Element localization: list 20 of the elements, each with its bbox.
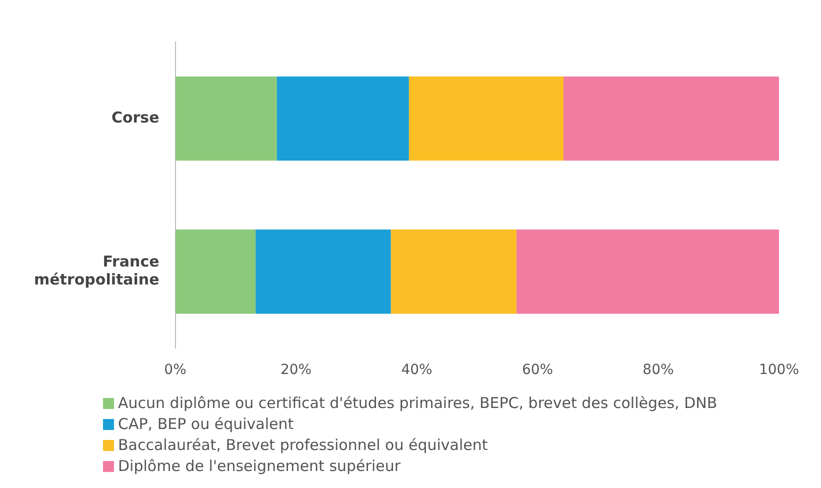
bar	[408, 76, 564, 161]
x-tick-label: 80%	[642, 362, 674, 378]
bar	[563, 76, 779, 161]
bar	[175, 230, 256, 314]
y-tick-label: France métropolitaine	[34, 252, 160, 289]
x-tick-label: 40%	[401, 362, 432, 378]
bar	[256, 230, 391, 314]
legend-label: Aucun diplôme ou certificat d'études primaires, BEPC, brevet des collèges, DNB	[118, 393, 718, 414]
x-tick-label: 20%	[280, 362, 312, 378]
bar	[276, 76, 409, 161]
y-tick-label: Corse	[111, 108, 160, 126]
x-tick-label: 0%	[164, 362, 186, 378]
bar	[390, 230, 516, 314]
legend-label: CAP, BEP ou équivalent	[118, 414, 294, 435]
x-tick-label: 100%	[758, 362, 800, 378]
bar	[175, 76, 277, 161]
x-tick-label: 60%	[522, 362, 554, 378]
legend-label: Baccalauréat, Brevet professionnel ou équivalent	[118, 435, 488, 456]
bar	[516, 230, 779, 314]
legend-label: Diplôme de l'enseignement supérieur	[118, 456, 401, 477]
